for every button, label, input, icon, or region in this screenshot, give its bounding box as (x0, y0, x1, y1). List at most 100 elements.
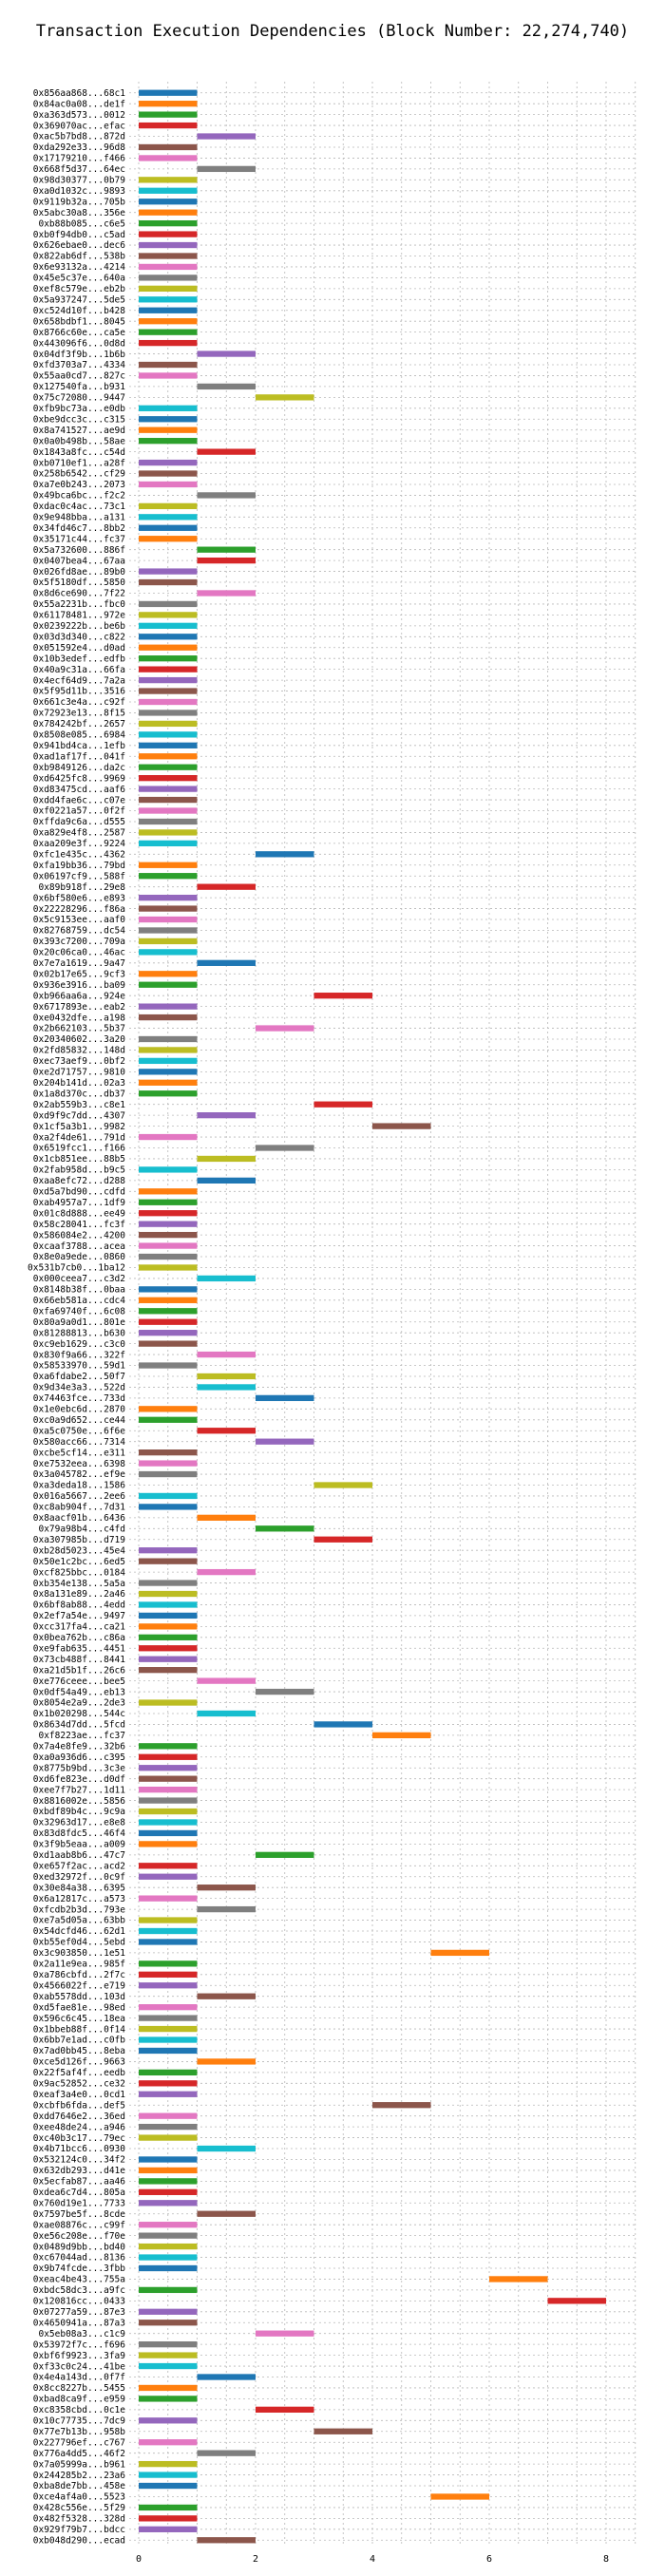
transaction-bar (139, 2156, 198, 2163)
transaction-bar (430, 1949, 489, 1957)
y-tick-label: 0xb28d5023...45e4 (33, 1545, 126, 1556)
y-tick-label: 0xce5d126f...9663 (33, 2057, 125, 2068)
transaction-bar (430, 2493, 489, 2500)
transaction-bar (197, 1514, 256, 1521)
transaction-bar (139, 634, 198, 640)
transaction-bar (197, 2450, 256, 2456)
y-tick-label: 0x40a9c31a...66fa (33, 665, 125, 675)
y-tick-label: 0x74463fce...733d (33, 1393, 125, 1404)
transaction-bar (197, 1568, 256, 1576)
y-tick-label: 0x204b141d...02a3 (33, 1078, 125, 1089)
transaction-bar (139, 2439, 198, 2446)
y-tick-label: 0x2fab958d...b9c5 (33, 1165, 125, 1176)
y-tick-label: 0x2a11e9ea...985f (33, 1960, 125, 1970)
y-tick-label: 0x051592e4...d0ad (33, 643, 125, 653)
transaction-bar (197, 1710, 256, 1717)
transaction-bar (197, 883, 256, 890)
y-tick-label: 0x5abc30a8...356e (33, 208, 126, 218)
transaction-bar (139, 329, 198, 335)
y-tick-label: 0xa21d5b1f...26c6 (33, 1665, 126, 1676)
y-tick-label: 0xf33c0c24...41be (33, 2361, 126, 2372)
transaction-bar (139, 894, 198, 901)
transaction-bar (372, 1732, 431, 1739)
y-tick-label: 0xcaaf3788...acea (33, 1241, 125, 1252)
transaction-bar (139, 2015, 198, 2021)
y-tick-label: 0x4566022f...e719 (33, 1980, 126, 1991)
y-tick-label: 0x58c28041...fc3f (33, 1220, 125, 1230)
transaction-bar (139, 710, 198, 716)
transaction-bar (139, 470, 198, 477)
transaction-bar (139, 698, 198, 706)
y-tick-label: 0x393c7200...709a (33, 937, 125, 947)
y-tick-label: 0x6bb7e1ad...c0fb (33, 2036, 126, 2046)
y-tick-label: 0xac5b7bd8...872d (33, 132, 125, 142)
transaction-bar (139, 1982, 198, 1989)
y-tick-label: 0x1cf5a3b1...9982 (33, 1122, 125, 1132)
transaction-bar (256, 1688, 314, 1695)
transaction-bar (139, 905, 198, 912)
transaction-bar (139, 1623, 198, 1630)
y-tick-label: 0x5f5180df...5850 (33, 578, 126, 588)
transaction-bar (139, 416, 198, 423)
y-tick-label: 0x1bbeb88f...0f14 (33, 2024, 126, 2035)
y-tick-label: 0x6717893e...eab2 (33, 1002, 125, 1013)
y-tick-label: 0x0bea762b...c86a (33, 1633, 125, 1643)
y-tick-label: 0x6e93132a...4214 (33, 262, 126, 273)
y-tick-label: 0x8816002e...5856 (33, 1796, 126, 1807)
transaction-bar (139, 2515, 198, 2522)
y-tick-label: 0xcbfb6fda...def5 (33, 2100, 125, 2111)
y-tick-label: 0xe2d71757...9810 (33, 1068, 126, 1078)
transaction-bar (139, 796, 198, 804)
y-tick-label: 0xeac4be43...755a (33, 2275, 125, 2285)
y-tick-label: 0x244285b2...23a6 (33, 2471, 126, 2481)
transaction-bar (139, 742, 198, 748)
y-tick-label: 0xfa19bb36...79bd (33, 861, 125, 871)
y-tick-label: 0x760d19e1...7733 (33, 2198, 125, 2208)
y-tick-label: 0xab5578dd...103d (33, 1992, 125, 2002)
y-tick-label: 0x8a741527...ae9d (33, 426, 125, 436)
y-tick-label: 0xd9f9c7dd...4307 (33, 1110, 125, 1121)
transaction-bar (139, 1188, 198, 1195)
y-tick-label: 0x531b7cb0...1ba12 (28, 1263, 125, 1274)
transaction-bar (139, 296, 198, 303)
transaction-bar (372, 1123, 431, 1129)
y-tick-label: 0xcf825bbc...0184 (33, 1567, 126, 1578)
transaction-bar (139, 2047, 198, 2055)
transaction-bar (139, 1786, 198, 1793)
transaction-bar (139, 2232, 198, 2239)
transaction-bar (139, 731, 198, 738)
y-tick-label: 0x53972f7c...f696 (33, 2339, 126, 2350)
transaction-bar (139, 1069, 198, 1075)
y-tick-label: 0x532124c0...34f2 (33, 2155, 125, 2166)
y-tick-label: 0x596c6c45...18ea (33, 2014, 125, 2024)
transaction-bar (139, 536, 198, 542)
transaction-bar (314, 1536, 372, 1543)
y-tick-label: 0x9b74fcde...3fbb (33, 2263, 126, 2274)
transaction-bar (139, 405, 198, 411)
y-tick-label: 0xd6fe823e...d0df (33, 1774, 125, 1785)
transaction-bar (139, 1330, 198, 1336)
transaction-bar (139, 1449, 198, 1456)
y-tick-label: 0x72923e13...8f15 (33, 709, 125, 719)
y-tick-label: 0x776a4dd5...46f2 (33, 2449, 125, 2459)
transaction-bar (139, 285, 198, 292)
transaction-bar (139, 2004, 198, 2011)
transaction-bar (139, 578, 198, 586)
transaction-bar (197, 1373, 256, 1380)
y-tick-label: 0xf0221a57...0f2f (33, 806, 125, 817)
transaction-bar (256, 2406, 314, 2414)
y-tick-label: 0xe56c208e...f70e (33, 2231, 126, 2242)
transaction-bar (256, 1525, 314, 1532)
transaction-bar (139, 2352, 198, 2358)
y-tick-label: 0xb88b085...c6e5 (38, 218, 125, 229)
y-tick-label: 0x658bdbf1...8045 (33, 316, 125, 327)
transaction-bar (139, 644, 198, 651)
y-tick-label: 0x7a05999a...b961 (33, 2459, 126, 2470)
transaction-bar (139, 971, 198, 977)
y-tick-label: 0x127540fa...b931 (33, 382, 126, 392)
y-tick-label: 0x856aa868...68c1 (33, 88, 126, 99)
transaction-bar (139, 1079, 198, 1086)
transaction-bar (256, 2330, 314, 2337)
y-tick-label: 0x81288813...b630 (33, 1328, 126, 1338)
transaction-bar (197, 557, 256, 564)
